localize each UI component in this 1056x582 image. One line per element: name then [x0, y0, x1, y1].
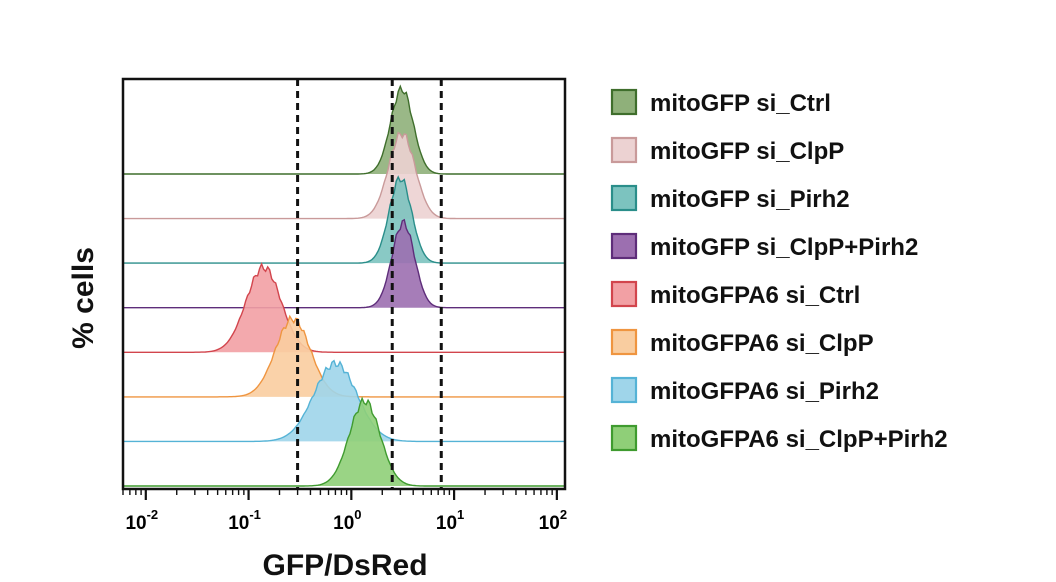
plot-frame [121, 77, 567, 491]
x-tick-label: 102 [539, 507, 567, 534]
histogram-outline-3 [123, 175, 565, 264]
legend: mitoGFP si_Ctrl mitoGFP si_ClpP mitoGFP si… [610, 88, 948, 453]
legend-label-8: mitoGFPA6 si_ClpP+Pirh2 [650, 426, 948, 453]
histogram-series-group [123, 84, 565, 487]
legend-swatch-3 [610, 184, 638, 212]
legend-label-4: mitoGFP si_ClpP+Pirh2 [650, 234, 918, 261]
histogram-fill-2 [123, 132, 565, 219]
x-tick-label: 101 [436, 507, 464, 534]
histogram-fill-8 [123, 398, 565, 486]
legend-label-2: mitoGFP si_ClpP [650, 138, 844, 165]
histogram-outline-5 [123, 262, 565, 353]
y-axis-title: % cells [67, 247, 100, 349]
legend-swatch-6 [610, 328, 638, 356]
histogram-outline-2 [123, 131, 565, 220]
x-axis: 10-2 10-1 100 101 102 [122, 489, 567, 534]
histogram-outline-8 [123, 396, 565, 487]
histogram-outline-1 [123, 84, 565, 175]
legend-swatch-1 [610, 88, 638, 116]
histogram-fill-7 [123, 360, 565, 442]
histogram-fill-3 [123, 176, 565, 264]
gate-lines [296, 79, 443, 489]
legend-swatch-5 [610, 280, 638, 308]
x-axis-title: GFP/DsRed [262, 549, 427, 582]
x-tick-label: 10-1 [228, 507, 261, 534]
legend-swatch-2 [610, 136, 638, 164]
x-tick-label: 10-2 [125, 507, 158, 534]
histogram-outline-4 [123, 218, 565, 309]
legend-swatch-8 [610, 424, 638, 452]
legend-label-7: mitoGFPA6 si_Pirh2 [650, 378, 879, 405]
legend-label-5: mitoGFPA6 si_Ctrl [650, 282, 860, 309]
x-tick-label: 100 [333, 507, 361, 534]
legend-swatch-4 [610, 232, 638, 260]
legend-label-6: mitoGFPA6 si_ClpP [650, 330, 874, 357]
legend-label-3: mitoGFP si_Pirh2 [650, 186, 850, 213]
legend-swatch-7 [610, 376, 638, 404]
legend-label-1: mitoGFP si_Ctrl [650, 90, 831, 117]
histogram-outline-7 [123, 359, 565, 443]
histogram-fill-1 [123, 86, 565, 174]
